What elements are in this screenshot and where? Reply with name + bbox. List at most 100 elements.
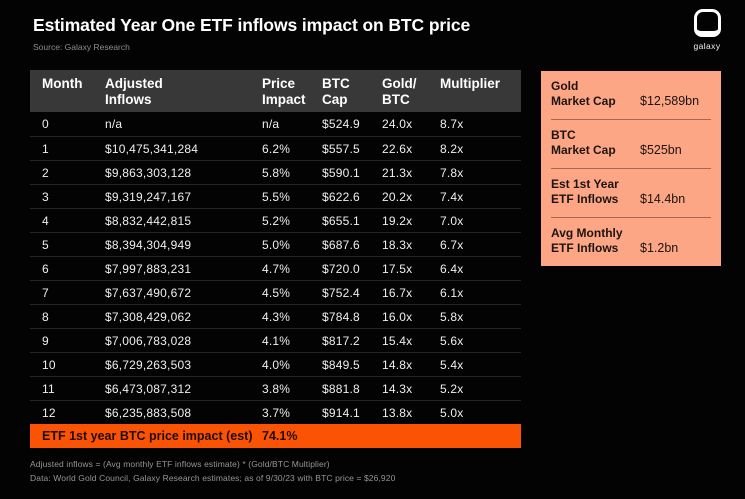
table-row: 8 $7,308,429,062 4.3% $784.8 16.0x 5.8x bbox=[30, 304, 521, 328]
stat-value: $1.2bn bbox=[640, 241, 679, 255]
cell-gold-btc: 16.0x bbox=[382, 309, 413, 324]
cell-price-impact: 5.0% bbox=[262, 237, 291, 252]
cell-multiplier: 6.7x bbox=[440, 237, 464, 252]
cell-btc-cap: $752.4 bbox=[322, 285, 360, 300]
cell-btc-cap: $881.8 bbox=[322, 381, 360, 396]
cell-adjusted-inflows: $8,394,304,949 bbox=[105, 237, 192, 252]
cell-adjusted-inflows: $8,832,442,815 bbox=[105, 213, 192, 228]
cell-price-impact: 3.8% bbox=[262, 381, 291, 396]
column-header-price-impact: Price Impact bbox=[262, 76, 306, 107]
cell-month: 0 bbox=[42, 117, 49, 131]
cell-month: 4 bbox=[42, 213, 49, 228]
stat-item: Avg Monthly ETF Inflows $1.2bn bbox=[551, 217, 711, 266]
cell-month: 2 bbox=[42, 165, 49, 180]
cell-adjusted-inflows: $6,473,087,312 bbox=[105, 381, 192, 396]
cell-adjusted-inflows: $7,637,490,672 bbox=[105, 285, 192, 300]
cell-month: 3 bbox=[42, 189, 49, 204]
cell-multiplier: 6.4x bbox=[440, 261, 464, 276]
cell-btc-cap: $655.1 bbox=[322, 213, 360, 228]
cell-month: 9 bbox=[42, 333, 49, 348]
column-header-multiplier: Multiplier bbox=[440, 76, 500, 91]
stat-label: Avg Monthly ETF Inflows bbox=[551, 226, 623, 255]
total-row-value: 74.1% bbox=[262, 429, 298, 443]
cell-gold-btc: 24.0x bbox=[382, 117, 413, 131]
cell-gold-btc: 20.2x bbox=[382, 189, 413, 204]
cell-price-impact: 4.3% bbox=[262, 309, 291, 324]
cell-btc-cap: $784.8 bbox=[322, 309, 360, 324]
cell-gold-btc: 15.4x bbox=[382, 333, 413, 348]
cell-adjusted-inflows: $7,308,429,062 bbox=[105, 309, 192, 324]
cell-month: 10 bbox=[42, 357, 56, 372]
cell-multiplier: 5.8x bbox=[440, 309, 464, 324]
cell-gold-btc: 19.2x bbox=[382, 213, 413, 228]
cell-month: 8 bbox=[42, 309, 49, 324]
etf-impact-table: Month Adjusted Inflows Price Impact BTC … bbox=[30, 70, 521, 448]
cell-gold-btc: 13.8x bbox=[382, 405, 413, 420]
cell-gold-btc: 14.8x bbox=[382, 357, 413, 372]
source-label: Source: Galaxy Research bbox=[33, 42, 130, 52]
cell-price-impact: 5.8% bbox=[262, 165, 291, 180]
stat-label: Est 1st Year ETF Inflows bbox=[551, 177, 619, 206]
table-row: 10 $6,729,263,503 4.0% $849.5 14.8x 5.4x bbox=[30, 352, 521, 376]
cell-adjusted-inflows: $9,319,247,167 bbox=[105, 189, 192, 204]
cell-price-impact: 4.7% bbox=[262, 261, 291, 276]
footnotes: Adjusted inflows = (Avg monthly ETF infl… bbox=[30, 457, 395, 485]
stat-value: $525bn bbox=[640, 143, 682, 157]
cell-multiplier: 7.4x bbox=[440, 189, 464, 204]
cell-multiplier: 8.2x bbox=[440, 141, 464, 156]
column-header-btc-cap: BTC Cap bbox=[322, 76, 350, 107]
table-row: 11 $6,473,087,312 3.8% $881.8 14.3x 5.2x bbox=[30, 376, 521, 400]
cell-price-impact: 4.1% bbox=[262, 333, 291, 348]
stat-label: BTC Market Cap bbox=[551, 128, 616, 157]
cell-price-impact: 3.7% bbox=[262, 405, 291, 420]
cell-price-impact: 4.5% bbox=[262, 285, 291, 300]
cell-btc-cap: $720.0 bbox=[322, 261, 360, 276]
cell-multiplier: 7.0x bbox=[440, 213, 464, 228]
cell-month: 11 bbox=[42, 381, 55, 396]
cell-gold-btc: 14.3x bbox=[382, 381, 413, 396]
galaxy-logo: galaxy bbox=[688, 9, 726, 51]
cell-gold-btc: 18.3x bbox=[382, 237, 413, 252]
cell-multiplier: 8.7x bbox=[440, 117, 464, 131]
footnote-data-source: Data: World Gold Council, Galaxy Researc… bbox=[30, 473, 396, 483]
stats-card: Gold Market Cap $12,589bn BTC Market Cap $525… bbox=[541, 71, 721, 266]
table-row: 1 $10,475,341,284 6.2% $557.5 22.6x 8.2x bbox=[30, 136, 521, 160]
total-row-label: ETF 1st year BTC price impact (est) bbox=[42, 429, 253, 443]
cell-adjusted-inflows: $9,863,303,128 bbox=[105, 165, 192, 180]
cell-gold-btc: 16.7x bbox=[382, 285, 413, 300]
cell-btc-cap: $914.1 bbox=[322, 405, 360, 420]
stat-item: Est 1st Year ETF Inflows $14.4bn bbox=[551, 168, 711, 217]
cell-btc-cap: $557.5 bbox=[322, 141, 360, 156]
column-header-adjusted-inflows: Adjusted Inflows bbox=[105, 76, 163, 107]
cell-btc-cap: $622.6 bbox=[322, 189, 360, 204]
cell-price-impact: 4.0% bbox=[262, 357, 291, 372]
table-row: 7 $7,637,490,672 4.5% $752.4 16.7x 6.1x bbox=[30, 280, 521, 304]
stat-item: BTC Market Cap $525bn bbox=[551, 119, 711, 168]
table-row: 6 $7,997,883,231 4.7% $720.0 17.5x 6.4x bbox=[30, 256, 521, 280]
table-row: 3 $9,319,247,167 5.5% $622.6 20.2x 7.4x bbox=[30, 184, 521, 208]
table-row: 0 n/a n/a $524.9 24.0x 8.7x bbox=[30, 112, 521, 136]
table-row: 5 $8,394,304,949 5.0% $687.6 18.3x 6.7x bbox=[30, 232, 521, 256]
cell-adjusted-inflows: $6,729,263,503 bbox=[105, 357, 192, 372]
cell-price-impact: 5.5% bbox=[262, 189, 291, 204]
table-body: 0 n/a n/a $524.9 24.0x 8.7x 1 $10,475,341,284 6.… bbox=[30, 112, 521, 424]
galaxy-helmet-icon bbox=[693, 9, 721, 37]
stat-value: $12,589bn bbox=[640, 94, 700, 108]
column-header-month: Month bbox=[42, 76, 83, 91]
cell-multiplier: 6.1x bbox=[440, 285, 464, 300]
cell-btc-cap: $687.6 bbox=[322, 237, 360, 252]
footnote-formula: Adjusted inflows = (Avg monthly ETF infl… bbox=[30, 459, 330, 469]
table-row: 9 $7,006,783,028 4.1% $817.2 15.4x 5.6x bbox=[30, 328, 521, 352]
galaxy-wordmark: galaxy bbox=[693, 41, 721, 51]
table-row: 12 $6,235,883,508 3.7% $914.1 13.8x 5.0x bbox=[30, 400, 521, 424]
cell-btc-cap: $524.9 bbox=[322, 117, 360, 131]
cell-adjusted-inflows: $7,006,783,028 bbox=[105, 333, 192, 348]
page-title: Estimated Year One ETF inflows impact on… bbox=[33, 15, 471, 35]
cell-month: 5 bbox=[42, 237, 49, 252]
stat-label: Gold Market Cap bbox=[551, 79, 616, 108]
total-row: ETF 1st year BTC price impact (est) 74.1… bbox=[30, 424, 521, 448]
cell-month: 12 bbox=[42, 405, 56, 420]
cell-month: 6 bbox=[42, 261, 49, 276]
cell-multiplier: 5.0x bbox=[440, 405, 464, 420]
cell-adjusted-inflows: $6,235,883,508 bbox=[105, 405, 192, 420]
